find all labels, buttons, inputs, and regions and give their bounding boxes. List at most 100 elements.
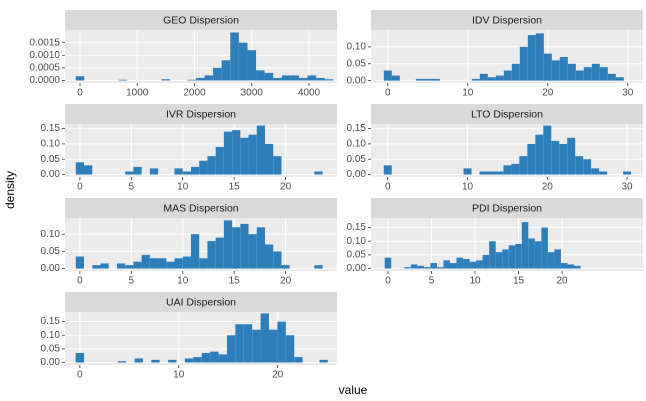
bar: [184, 358, 194, 363]
bar: [575, 156, 584, 175]
bar: [591, 63, 600, 81]
bar: [417, 265, 424, 269]
bar: [256, 227, 266, 269]
x-axis-title: value: [339, 383, 368, 397]
bar: [508, 245, 516, 269]
y-tick-label: 0.10: [347, 236, 367, 247]
panel: LTO Dispersion 0.00 0.05 0.10 0.15 0 10 20 30: [347, 104, 643, 193]
bar: [273, 77, 282, 81]
bar: [430, 263, 437, 269]
bar: [476, 260, 483, 269]
bar: [479, 73, 488, 81]
bar: [436, 267, 444, 269]
bar: [75, 162, 85, 175]
x-tick-label: 1000: [126, 88, 149, 99]
bar: [218, 354, 227, 363]
x-tick-label: 5: [129, 182, 135, 193]
strip: [65, 198, 337, 218]
bar: [449, 263, 457, 269]
panel-title: PDI Dispersion: [472, 202, 542, 214]
bar: [256, 125, 266, 175]
x-tick-label: 0: [385, 88, 391, 99]
bar: [511, 163, 520, 175]
bar: [116, 263, 126, 269]
bar: [519, 46, 528, 81]
bar: [599, 67, 608, 81]
y-tick-label: 0.0015: [29, 37, 60, 48]
bar: [607, 73, 616, 81]
bar: [223, 220, 233, 269]
strip: [371, 10, 643, 30]
panel: UAI Dispersion 0.00 0.05 0.10 0.15 0 10 20: [41, 292, 337, 381]
y-tick-label: 0.05: [347, 58, 367, 69]
panel: IDV Dispersion 0.00 0.05 0.10 0 10 20 30: [347, 10, 643, 99]
y-tick-label: 0.15: [347, 222, 367, 233]
strip: [371, 198, 643, 218]
x-tick-label: 10: [173, 370, 185, 381]
bar: [559, 57, 568, 81]
x-tick-label: 15: [229, 276, 241, 287]
bar: [92, 265, 101, 269]
x-tick-label: 20: [280, 276, 292, 287]
bar: [527, 35, 536, 81]
y-tick-label: 0.10: [347, 42, 367, 53]
bar: [221, 60, 231, 81]
bar: [75, 256, 85, 269]
bar: [567, 137, 576, 175]
bar: [215, 237, 224, 269]
x-tick-label: 5: [129, 276, 135, 287]
panel: IVR Dispersion 0.00 0.05 0.10 0.15 0 5 10 15 20: [41, 104, 337, 193]
y-tick-label: 0.00: [347, 169, 367, 180]
strip: [371, 104, 643, 124]
x-tick-label: 4000: [298, 88, 321, 99]
bar: [240, 137, 249, 175]
bar: [559, 143, 568, 175]
panel-title: IDV Dispersion: [472, 14, 542, 26]
bar: [213, 67, 222, 81]
panel-title: GEO Dispersion: [163, 14, 239, 26]
x-tick-label: 20: [542, 182, 554, 193]
bar: [410, 264, 418, 269]
bar: [423, 267, 431, 269]
bar: [141, 254, 150, 269]
bar: [247, 50, 257, 81]
bar: [248, 134, 257, 175]
bar: [248, 234, 257, 269]
bar: [541, 227, 548, 269]
bar: [281, 265, 290, 269]
bar: [174, 258, 183, 269]
bar: [423, 78, 432, 81]
bar: [521, 222, 529, 269]
bar: [456, 257, 464, 269]
bar: [534, 241, 542, 269]
bar: [503, 70, 512, 81]
y-tick-label: 0.05: [41, 246, 61, 257]
x-tick-label: 10: [469, 276, 481, 287]
bar: [199, 258, 208, 269]
y-tick-label: 0.05: [41, 344, 61, 355]
bar: [567, 63, 576, 81]
bar: [463, 258, 470, 269]
bar: [201, 352, 211, 363]
bar: [314, 171, 323, 175]
bar: [207, 241, 216, 269]
x-tick-label: 0: [77, 182, 83, 193]
bar: [204, 75, 214, 81]
bar: [207, 156, 216, 175]
x-tick-label: 10: [177, 182, 189, 193]
bar: [415, 78, 424, 81]
bar: [567, 264, 575, 269]
bar: [623, 171, 632, 175]
bar: [238, 42, 248, 81]
bar: [223, 131, 233, 175]
bar: [471, 78, 480, 81]
bar: [383, 70, 392, 81]
bar: [511, 63, 520, 81]
bar: [134, 358, 143, 363]
bar: [193, 357, 202, 363]
y-tick-label: 0.00: [347, 75, 367, 86]
bar: [583, 67, 592, 81]
bar: [615, 77, 624, 81]
bar: [316, 77, 325, 81]
